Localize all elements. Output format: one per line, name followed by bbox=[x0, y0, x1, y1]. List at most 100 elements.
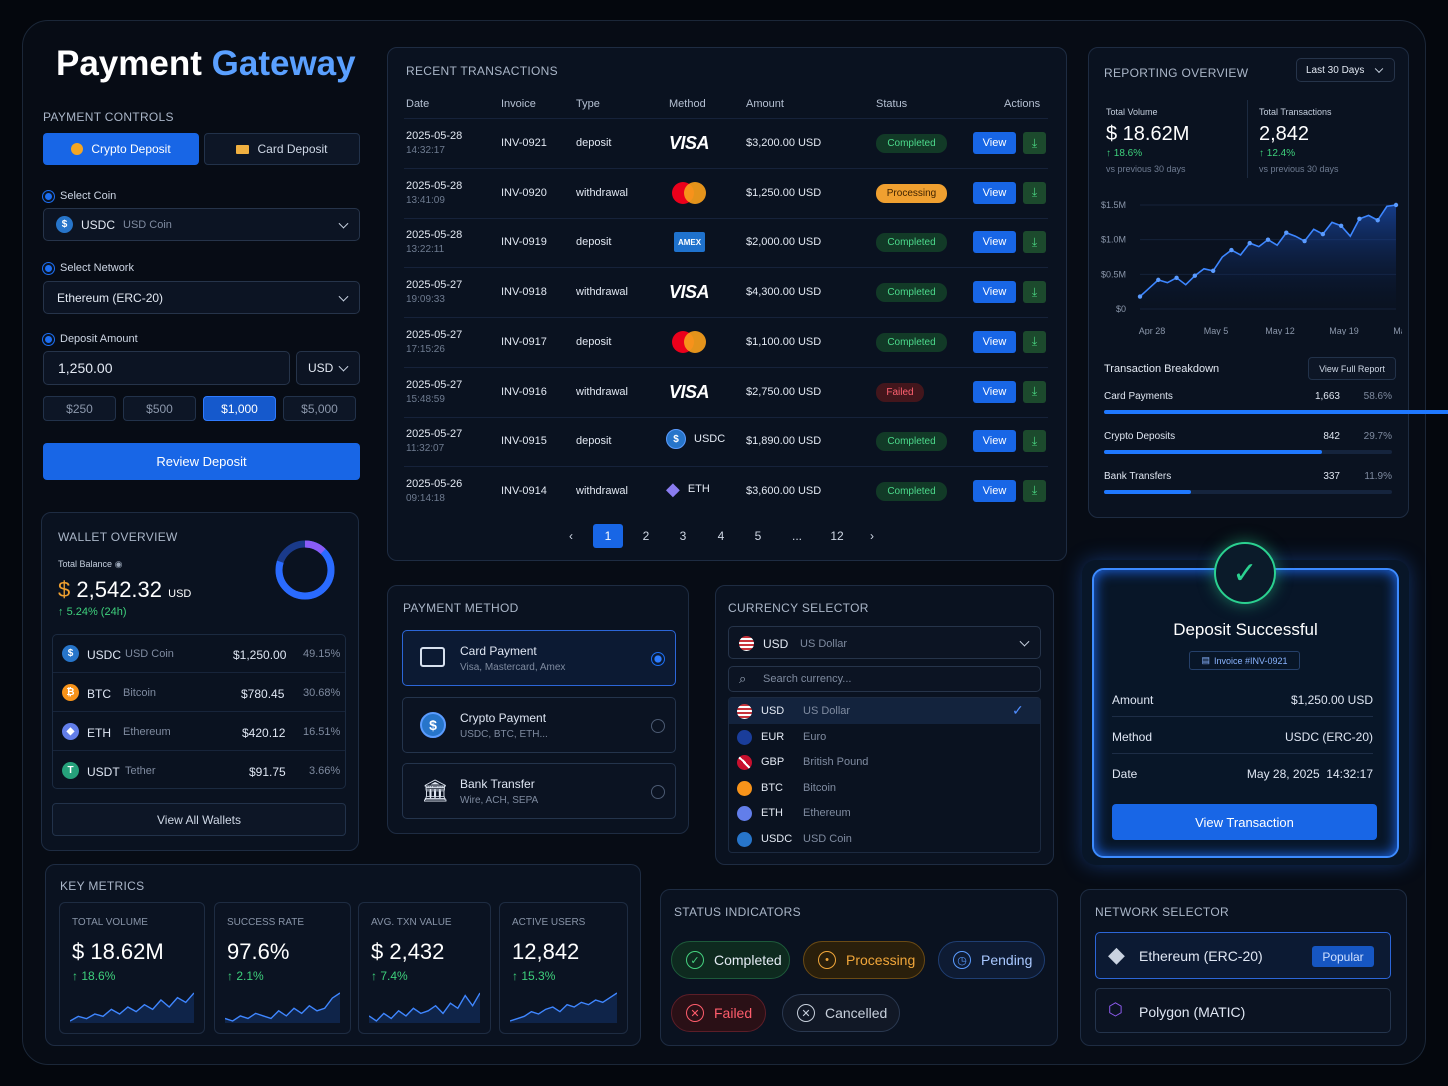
tab-crypto-deposit[interactable]: Crypto Deposit bbox=[43, 133, 199, 165]
page-1[interactable]: 1 bbox=[593, 524, 623, 548]
metric-card: AVG. TXN VALUE $ 2,432 ↑ 7.4% bbox=[358, 902, 491, 1034]
page-ellipsis: ... bbox=[791, 529, 802, 543]
currency-code[interactable]: USDC bbox=[761, 832, 793, 845]
tx-invoice: INV-0918 bbox=[501, 286, 547, 299]
view-button[interactable]: View bbox=[973, 380, 1016, 403]
preset-1000-button[interactable]: $1,000 bbox=[203, 396, 276, 421]
page-5[interactable]: 5 bbox=[754, 529, 762, 543]
download-icon[interactable]: ⤓ bbox=[1023, 231, 1046, 254]
prev-page-icon[interactable]: ‹ bbox=[569, 529, 573, 543]
review-deposit-button[interactable]: Review Deposit bbox=[43, 443, 360, 480]
method-card-payment[interactable]: Card Payment Visa, Mastercard, Amex bbox=[402, 630, 676, 686]
download-icon[interactable]: ⤓ bbox=[1023, 380, 1046, 403]
network-select[interactable]: Ethereum (ERC-20) bbox=[43, 281, 360, 314]
preset-500-button[interactable]: $500 bbox=[123, 396, 196, 421]
currency-name[interactable]: Euro bbox=[803, 730, 827, 743]
view-button[interactable]: View bbox=[973, 231, 1016, 254]
cancel-icon: ✕ bbox=[797, 1004, 815, 1022]
popular-badge: Popular bbox=[1312, 946, 1374, 967]
network-ethereum[interactable]: ◆ Ethereum (ERC-20) Popular bbox=[1095, 932, 1391, 979]
view-button[interactable]: View bbox=[973, 132, 1016, 154]
page-2[interactable]: 2 bbox=[642, 529, 650, 543]
currency-dropdown[interactable]: USD US Dollar bbox=[728, 626, 1041, 659]
view-button[interactable]: View bbox=[973, 181, 1016, 204]
preset-5000-button[interactable]: $5,000 bbox=[283, 396, 356, 421]
breakdown-bar bbox=[1104, 490, 1392, 494]
doc-icon: ▤ bbox=[1201, 655, 1210, 665]
asset-row-usdt[interactable]: T USDT Tether $91.75 3.66% bbox=[53, 752, 345, 790]
view-button[interactable]: View bbox=[973, 430, 1016, 453]
status-badge: Completed bbox=[876, 332, 947, 352]
download-icon[interactable]: ⤓ bbox=[1023, 132, 1046, 154]
preset-250-button[interactable]: $250 bbox=[43, 396, 116, 421]
asset-row-usdc[interactable]: $ USDC USD Coin $1,250.00 49.15% bbox=[53, 635, 345, 673]
view-button[interactable]: View bbox=[973, 281, 1016, 304]
currency-search-input[interactable]: ⌕ Search currency... bbox=[728, 666, 1041, 692]
breakdown-count: 1,663 bbox=[1314, 391, 1340, 402]
total-balance-value: $ 2,542.32 USD bbox=[58, 577, 192, 602]
search-icon: ⌕ bbox=[739, 671, 747, 686]
method-bank-transfer[interactable]: 🏛 Bank Transfer Wire, ACH, SEPA bbox=[402, 763, 676, 819]
currency-code[interactable]: USD bbox=[761, 705, 785, 717]
tab-card-deposit[interactable]: Card Deposit bbox=[204, 133, 360, 165]
currency-name[interactable]: Ethereum bbox=[803, 807, 851, 819]
metric-card: TOTAL VOLUME $ 18.62M ↑ 18.6% bbox=[59, 902, 205, 1034]
success-method-value: USDC (ERC-20) bbox=[1284, 730, 1373, 744]
page-4[interactable]: 4 bbox=[717, 529, 725, 543]
transactions-label: Total Transactions bbox=[1259, 107, 1332, 117]
view-full-report-button[interactable]: View Full Report bbox=[1308, 357, 1396, 380]
download-icon[interactable]: ⤓ bbox=[1023, 181, 1046, 204]
data-point bbox=[1393, 202, 1399, 208]
currency-option-usd[interactable] bbox=[729, 698, 1040, 724]
currency-code[interactable]: EUR bbox=[761, 730, 785, 743]
coin-select[interactable]: $ USDC USD Coin bbox=[43, 208, 360, 241]
radio-selected[interactable] bbox=[651, 652, 665, 666]
currency-code[interactable]: ETH bbox=[761, 807, 783, 819]
currency-selector-heading: CURRENCY SELECTOR bbox=[728, 601, 869, 615]
wallet-overview-heading: WALLET OVERVIEW bbox=[58, 530, 178, 544]
download-icon[interactable]: ⤓ bbox=[1023, 330, 1046, 353]
radio-unselected[interactable] bbox=[651, 785, 665, 799]
radio-unselected[interactable] bbox=[651, 719, 665, 733]
invoice-badge[interactable]: ▤ Invoice #INV-0921 bbox=[1189, 651, 1300, 670]
download-icon[interactable]: ⤓ bbox=[1023, 281, 1046, 304]
metric-label: AVG. TXN VALUE bbox=[371, 917, 452, 928]
chevron-down-icon bbox=[1374, 64, 1384, 74]
breakdown-name: Bank Transfers bbox=[1104, 471, 1172, 482]
currency-name[interactable]: British Pound bbox=[803, 756, 869, 768]
next-page-icon[interactable]: › bbox=[870, 529, 874, 543]
eth-icon bbox=[737, 806, 752, 821]
currency-name[interactable]: USD Coin bbox=[803, 832, 852, 845]
coin-icon bbox=[71, 143, 84, 155]
metric-change: ↑ 2.1% bbox=[227, 969, 264, 983]
tx-type: deposit bbox=[576, 335, 612, 348]
download-icon[interactable]: ⤓ bbox=[1023, 479, 1046, 502]
download-icon[interactable]: ⤓ bbox=[1023, 430, 1046, 453]
date-range-select[interactable]: Last 30 Days bbox=[1296, 58, 1395, 82]
amount-input[interactable]: 1,250.00 bbox=[43, 351, 290, 385]
network-polygon[interactable]: ⬡ Polygon (MATIC) bbox=[1095, 988, 1391, 1033]
view-transaction-button[interactable]: View Transaction bbox=[1112, 804, 1377, 840]
page-12[interactable]: 12 bbox=[830, 529, 844, 543]
currency-name[interactable]: Bitcoin bbox=[803, 781, 837, 794]
view-button[interactable]: View bbox=[973, 330, 1016, 353]
asset-row-btc[interactable]: ₿ BTC Bitcoin $780.45 30.68% bbox=[53, 674, 345, 712]
asset-row-eth[interactable]: ◆ ETH Ethereum $420.12 16.51% bbox=[53, 713, 345, 751]
data-point bbox=[1320, 231, 1326, 237]
metric-value: $ 18.62M bbox=[72, 939, 164, 964]
page-3[interactable]: 3 bbox=[679, 529, 687, 543]
tx-time: 17:15:26 bbox=[406, 343, 445, 355]
status-pending: ◷ Pending bbox=[938, 941, 1045, 979]
view-button[interactable]: View bbox=[973, 479, 1016, 502]
currency-name[interactable]: US Dollar bbox=[803, 705, 851, 717]
view-all-wallets-button[interactable]: View All Wallets bbox=[52, 803, 346, 836]
method-crypto-payment[interactable]: $ Crypto Payment USDC, BTC, ETH... bbox=[402, 697, 676, 753]
wallet-donut-chart bbox=[275, 540, 335, 600]
tx-type: deposit bbox=[576, 236, 612, 249]
tx-invoice: INV-0920 bbox=[501, 186, 547, 199]
currency-code[interactable]: GBP bbox=[761, 756, 785, 768]
x-circle-icon: ✕ bbox=[686, 1004, 704, 1022]
currency-select[interactable]: USD bbox=[296, 351, 360, 385]
currency-code[interactable]: BTC bbox=[761, 781, 783, 794]
metric-label: TOTAL VOLUME bbox=[72, 917, 148, 928]
